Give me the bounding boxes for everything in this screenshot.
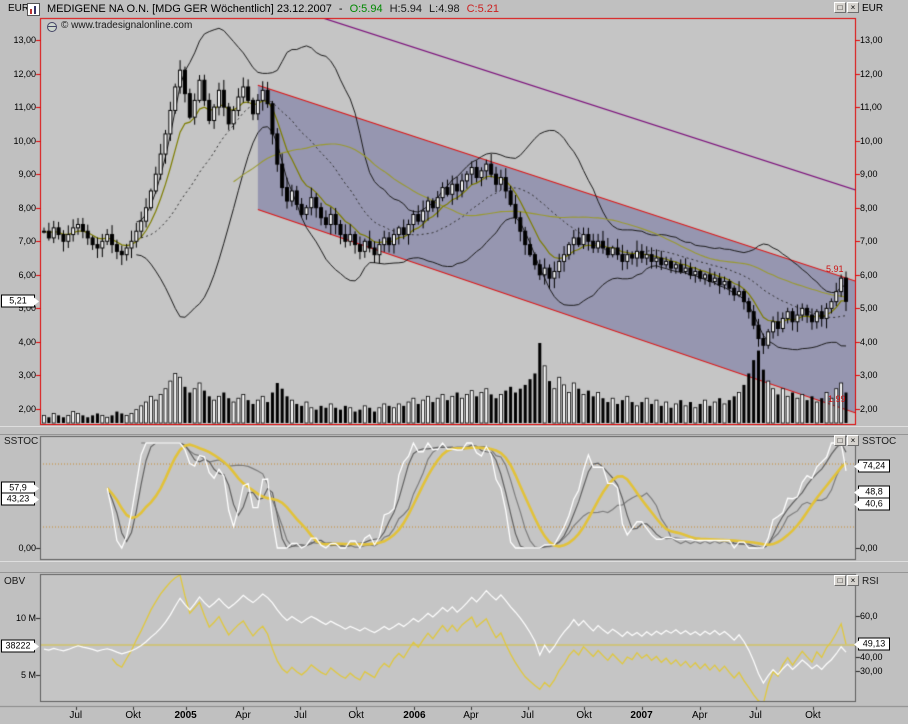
price-axis-label: 10,00 xyxy=(13,135,36,146)
stoch-value-tag: 43,23 xyxy=(1,492,39,506)
time-label: Jul xyxy=(69,710,83,721)
chart-header: MEDIGENE NA O.N. [MDG GER Wöchentlich] 2… xyxy=(27,2,499,16)
obv-axis-label: 60,0 xyxy=(860,611,878,621)
price-panel-restore-button[interactable]: □ xyxy=(834,2,846,13)
obv-panel-close-button[interactable]: × xyxy=(847,575,859,586)
time-label: 2006 xyxy=(403,710,426,721)
obv-panel-restore-button[interactable]: □ xyxy=(834,575,846,586)
price-axis-label: 7,00 xyxy=(18,236,36,247)
watermark-text: © www.tradesignalonline.com xyxy=(61,20,193,31)
price-axis-label: 2,00 xyxy=(18,404,36,414)
time-label: Okt xyxy=(348,710,364,721)
channel-value-label: 5.91 xyxy=(826,263,844,274)
obv-value-tag: 49,13 xyxy=(854,637,890,651)
price-axis-label: 13,00 xyxy=(13,35,36,45)
price-axis-label: 11,00 xyxy=(14,102,36,113)
stoch-panel-restore-button[interactable]: □ xyxy=(834,435,846,446)
channel-value-label: 1.99 xyxy=(828,393,846,404)
price-axis-label: 12,00 xyxy=(13,68,36,79)
stoch-axis-label: 0,00 xyxy=(860,543,878,553)
close-value: C:5.21 xyxy=(466,3,500,15)
price-axis-label: 11,00 xyxy=(860,102,882,113)
time-label: Jul xyxy=(749,710,762,721)
high-value: H:5.94 xyxy=(389,3,423,15)
last-price-tag: 5,21 xyxy=(1,294,39,308)
price-axis-label: 5,00 xyxy=(18,303,36,314)
stoch-panel-title-right: SSTOC xyxy=(862,436,897,447)
price-axis-label: 8,00 xyxy=(18,202,36,213)
price-panel-close-button[interactable]: × xyxy=(847,2,859,13)
stoch-value-tag: 40,6 xyxy=(854,497,890,511)
stoch-panel-title-left: SSTOC xyxy=(4,436,39,447)
time-label: 2005 xyxy=(174,710,197,721)
price-axis-label: 2,00 xyxy=(860,404,878,414)
price-axis-label: 4,00 xyxy=(860,336,878,347)
panel-splitter[interactable] xyxy=(0,561,908,573)
price-axis-label: 3,00 xyxy=(860,370,878,381)
open-value: O:5.94 xyxy=(349,3,383,15)
obv-axis-label: 30,00 xyxy=(860,666,883,676)
price-axis-label: 7,00 xyxy=(860,236,878,247)
time-label: Okt xyxy=(125,710,141,721)
panel-splitter[interactable] xyxy=(0,426,908,435)
price-axis-label: 4,00 xyxy=(18,336,36,347)
time-label: Okt xyxy=(805,710,821,721)
stoch-value-tag: 48,8 xyxy=(854,485,890,499)
price-axis-label: 12,00 xyxy=(860,68,883,79)
stoch-panel-close-button[interactable]: × xyxy=(847,435,859,446)
rsi-panel-title-right: RSI xyxy=(862,576,879,587)
instrument-title: MEDIGENE NA O.N. [MDG GER Wöchentlich] 2… xyxy=(47,3,332,15)
stoch-axis-label: 0,00 xyxy=(18,543,36,553)
price-axis-label: 3,00 xyxy=(18,370,36,381)
time-label: Okt xyxy=(576,710,592,721)
price-axis-label: 9,00 xyxy=(860,169,878,180)
stoch-value-tag: 57,9 xyxy=(1,481,39,495)
price-axis-label: 8,00 xyxy=(860,202,878,213)
time-label: Apr xyxy=(463,710,479,721)
time-label: Apr xyxy=(235,710,251,721)
time-label: 2007 xyxy=(630,710,653,721)
instrument-icon xyxy=(27,2,40,16)
price-axis-label: 5,00 xyxy=(860,303,878,314)
price-axis-label: 10,00 xyxy=(860,135,883,146)
obv-axis-label: 40,00 xyxy=(860,652,883,662)
title-separator: - xyxy=(338,3,343,15)
obv-panel-title-left: OBV xyxy=(4,576,26,587)
obv-axis-label: 10 M xyxy=(15,613,36,623)
obv-value-tag: 38222 xyxy=(1,639,39,653)
price-axis-label: 9,00 xyxy=(18,169,36,180)
globe-icon xyxy=(47,22,57,32)
price-axis-label: 6,00 xyxy=(18,269,36,280)
time-label: Jul xyxy=(521,710,534,721)
time-label: Jul xyxy=(294,710,307,721)
stoch-value-tag: 74,24 xyxy=(854,459,890,473)
price-axis-unit-right: EUR xyxy=(862,3,884,14)
price-axis-unit-left: EUR xyxy=(8,3,30,14)
obv-axis-label: 5 M xyxy=(20,670,36,680)
price-axis-label: 13,00 xyxy=(860,35,883,45)
time-label: Apr xyxy=(691,710,708,721)
price-axis-label: 6,00 xyxy=(860,269,878,280)
low-value: L:4.98 xyxy=(429,3,460,15)
